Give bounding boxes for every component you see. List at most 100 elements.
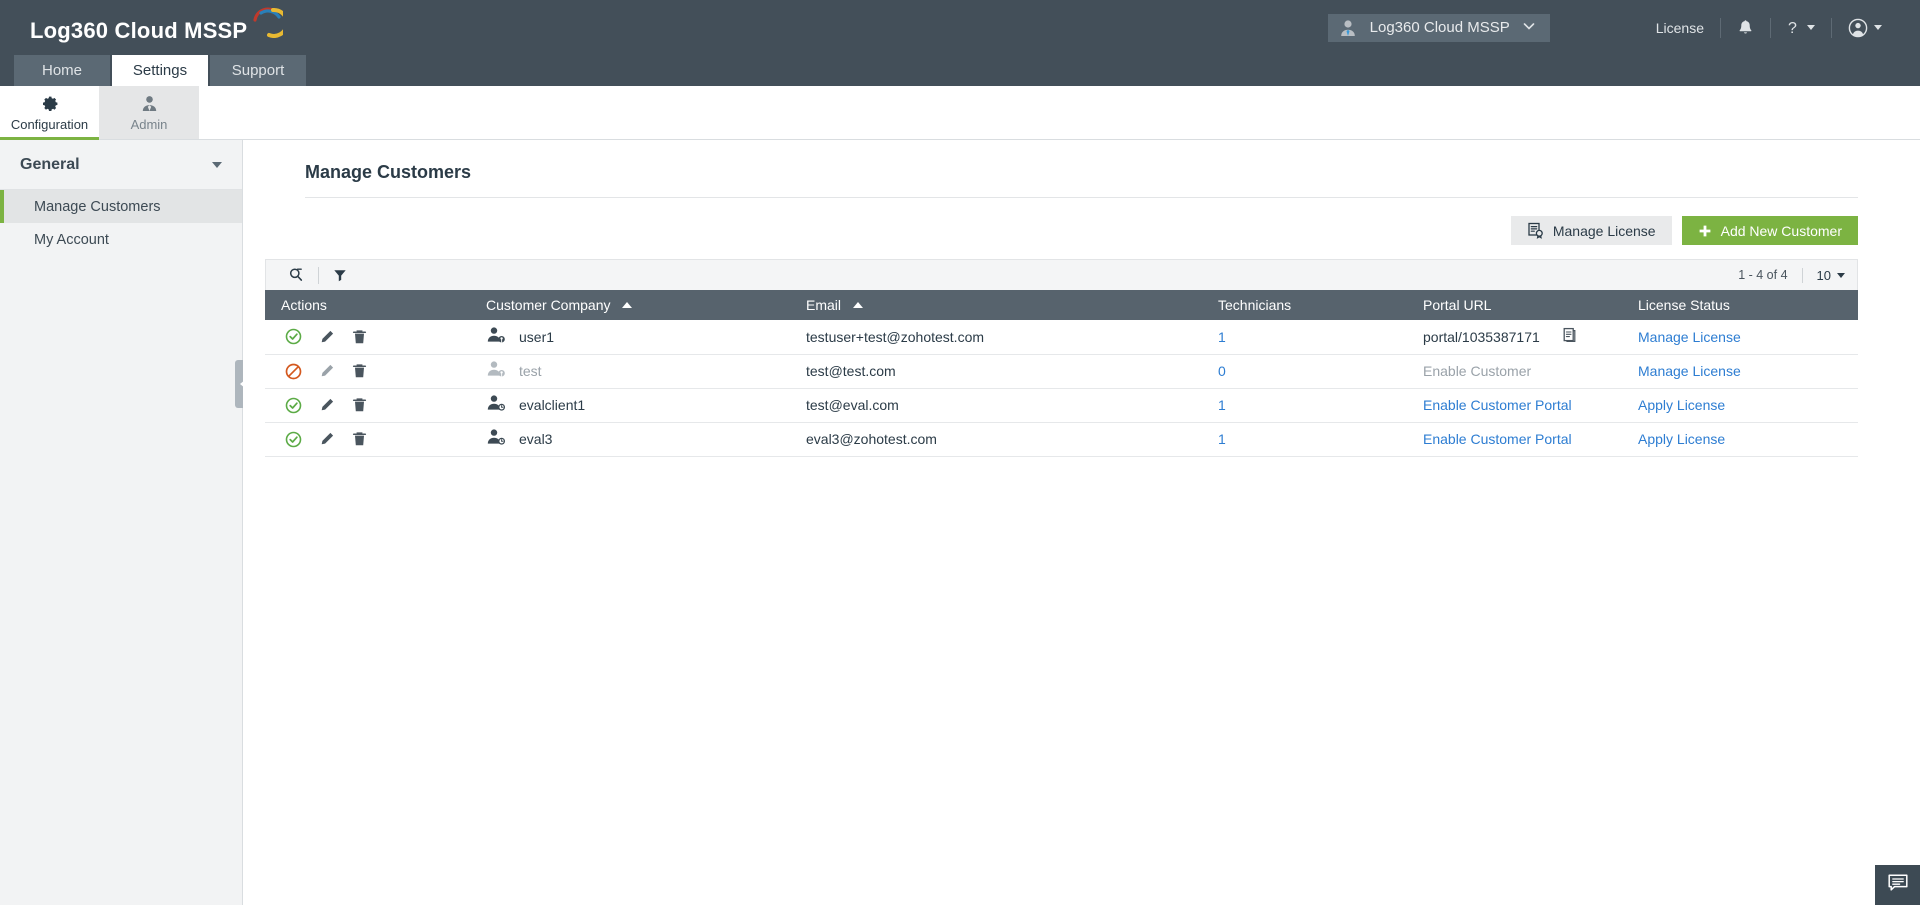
manage-license-button[interactable]: Manage License [1510, 216, 1672, 245]
cell-email: eval3@zohotest.com [790, 422, 1202, 457]
sidebar-item-manage-customers[interactable]: Manage Customers [0, 190, 242, 223]
license-link[interactable]: License [1655, 19, 1704, 36]
copy-icon[interactable] [1562, 327, 1577, 346]
cell-license-status: Apply License [1622, 388, 1858, 423]
portal-url-text: portal/1035387171 [1423, 328, 1540, 345]
svg-text:?: ? [1788, 20, 1797, 37]
subnav-label-admin: Admin [130, 116, 168, 132]
column-header-email[interactable]: Email [790, 290, 1202, 320]
cell-actions [265, 388, 470, 423]
table-row: evalclient1 test@eval.com 1 Enable Custo… [265, 388, 1858, 423]
divider [318, 266, 319, 284]
cell-company: evalclient1 [470, 388, 790, 423]
column-header-actions[interactable]: Actions [265, 290, 470, 320]
cell-technicians: 1 [1202, 320, 1407, 355]
title-divider [305, 197, 1858, 198]
company-name: user1 [519, 328, 555, 345]
pencil-icon[interactable] [319, 363, 335, 379]
add-new-customer-button[interactable]: Add New Customer [1681, 216, 1858, 245]
gear-icon [40, 94, 60, 114]
trash-icon[interactable] [352, 397, 367, 413]
table-toolbar: 1 - 4 of 4 10 [265, 259, 1858, 290]
organization-selector[interactable]: Log360 Cloud MSSP [1327, 13, 1550, 42]
pencil-icon[interactable] [319, 329, 335, 345]
certificate-icon [1527, 222, 1544, 239]
add-new-customer-label: Add New Customer [1720, 222, 1842, 239]
sort-ascending-icon [622, 302, 633, 308]
table-row: eval3 eval3@zohotest.com 1 Enable Custom… [265, 422, 1858, 457]
user-clock-icon [486, 394, 507, 416]
enable-customer-portal-link[interactable]: Enable Customer Portal [1423, 397, 1572, 413]
user-key-icon [486, 360, 507, 382]
customers-table-container: 1 - 4 of 4 10 Actions [265, 259, 1858, 457]
nav-tab-home[interactable]: Home [14, 55, 110, 86]
cell-license-status: Apply License [1622, 422, 1858, 457]
brand-logo[interactable]: Log360 Cloud MSSP [30, 7, 290, 43]
technicians-link[interactable]: 0 [1218, 363, 1226, 379]
license-status-link[interactable]: Manage License [1638, 363, 1741, 379]
organization-name: Log360 Cloud MSSP [1369, 19, 1510, 36]
column-label: Portal URL [1423, 297, 1492, 313]
top-header-right: Log360 Cloud MSSP License ? [1327, 0, 1920, 55]
column-header-portal-url[interactable]: Portal URL [1407, 290, 1622, 320]
pencil-icon[interactable] [319, 431, 335, 447]
check-circle-icon[interactable] [285, 431, 302, 448]
subnav-label-configuration: Configuration [10, 116, 89, 132]
page-title: Manage Customers [305, 162, 472, 182]
table-row: test test@test.com 0 Enable Customer Man… [265, 354, 1858, 389]
trash-icon[interactable] [352, 431, 367, 447]
cell-portal-url: portal/1035387171 [1407, 320, 1622, 355]
technicians-link[interactable]: 1 [1218, 431, 1226, 447]
check-circle-icon[interactable] [285, 328, 302, 345]
nav-tab-support[interactable]: Support [210, 55, 306, 86]
brand-title: Log360 Cloud MSSP [30, 17, 248, 43]
license-status-link[interactable]: Apply License [1638, 431, 1726, 447]
trash-icon[interactable] [352, 363, 367, 379]
filter-icon[interactable] [323, 268, 357, 282]
table-body: user1 testuser+test@zohotest.com 1 porta… [265, 320, 1858, 457]
admin-user-icon [140, 94, 159, 114]
help-question-icon[interactable]: ? [1771, 19, 1831, 37]
sidebar-item-my-account[interactable]: My Account [0, 223, 242, 256]
pencil-icon[interactable] [319, 397, 335, 413]
sidebar-section-general[interactable]: General [0, 140, 242, 190]
sidebar: General Manage Customers My Account [0, 140, 250, 905]
cell-email: test@test.com [790, 354, 1202, 389]
subnav-tab-configuration[interactable]: Configuration [0, 86, 99, 140]
main-content: Manage Customers Manage License [243, 140, 1920, 905]
ban-circle-icon[interactable] [285, 363, 302, 380]
cell-actions [265, 354, 470, 389]
check-circle-icon[interactable] [285, 397, 302, 414]
collapse-left-icon [240, 380, 245, 388]
chevron-down-icon [1807, 25, 1815, 30]
enable-customer-portal-link[interactable]: Enable Customer Portal [1423, 431, 1572, 447]
license-status-link[interactable]: Manage License [1638, 328, 1741, 345]
swoosh-logo-icon [249, 4, 290, 38]
chevron-down-icon [212, 161, 222, 168]
cell-portal-url: Enable Customer Portal [1407, 422, 1622, 457]
cell-actions [265, 320, 470, 355]
trash-icon[interactable] [352, 329, 367, 345]
cell-email: testuser+test@zohotest.com [790, 320, 1202, 355]
column-header-license-status[interactable]: License Status [1622, 290, 1858, 320]
company-name: eval3 [519, 431, 553, 447]
license-status-link[interactable]: Apply License [1638, 397, 1726, 413]
cell-email: test@eval.com [790, 388, 1202, 423]
column-header-technicians[interactable]: Technicians [1202, 290, 1407, 320]
account-circle-icon[interactable] [1832, 18, 1898, 38]
user-avatar-icon [1338, 18, 1358, 38]
nav-tab-settings[interactable]: Settings [112, 55, 208, 86]
table-header-row: Actions Customer Company Email Technicia… [265, 290, 1858, 320]
technicians-link[interactable]: 1 [1218, 328, 1226, 345]
cell-license-status: Manage License [1622, 354, 1858, 389]
subnav-tab-admin[interactable]: Admin [99, 86, 199, 139]
column-label: Customer Company [486, 297, 611, 313]
chat-widget-button[interactable] [1875, 865, 1920, 905]
customers-table: Actions Customer Company Email Technicia… [265, 290, 1858, 457]
bell-icon[interactable] [1721, 19, 1770, 37]
page-size-selector[interactable]: 10 [1801, 267, 1845, 283]
column-header-customer-company[interactable]: Customer Company [470, 290, 790, 320]
technicians-link[interactable]: 1 [1218, 397, 1226, 413]
search-icon[interactable] [278, 267, 314, 283]
sidebar-item-label: My Account [34, 231, 109, 248]
